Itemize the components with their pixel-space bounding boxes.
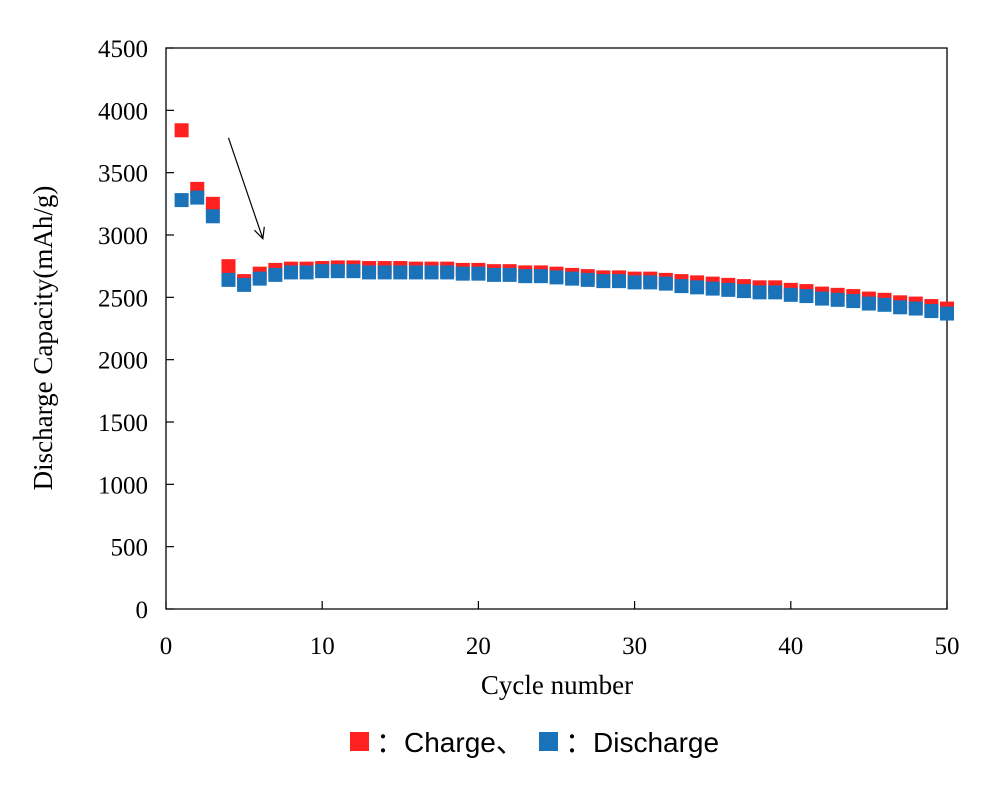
- discharge-point: [393, 265, 408, 280]
- discharge-point: [377, 265, 392, 280]
- plot-frame: [165, 47, 948, 610]
- discharge-point: [674, 279, 689, 294]
- annotation: [227, 137, 265, 241]
- x-axis-title: Cycle number: [481, 670, 633, 700]
- discharge-point: [299, 265, 314, 280]
- discharge-point: [424, 265, 439, 280]
- discharge-point: [252, 271, 267, 286]
- arrow-head: [253, 226, 265, 241]
- discharge-point: [174, 193, 189, 208]
- discharge-point: [877, 297, 892, 312]
- discharge-point: [502, 267, 517, 282]
- x-tick-label: 30: [622, 633, 647, 660]
- discharge-point: [611, 274, 626, 289]
- y-tick-label: 4000: [98, 98, 148, 125]
- discharge-point: [221, 272, 236, 287]
- legend-charge-swatch: [350, 732, 369, 751]
- discharge-point: [315, 264, 330, 279]
- y-tick-label: 3000: [98, 223, 148, 250]
- discharge-point: [690, 280, 705, 295]
- discharge-point: [627, 275, 642, 290]
- discharge-point: [565, 271, 580, 286]
- discharge-point: [752, 285, 767, 300]
- charge-point: [221, 259, 236, 274]
- discharge-point: [783, 287, 798, 302]
- legend-discharge-label: ：Discharge: [565, 727, 719, 758]
- x-tick-label: 0: [160, 633, 173, 660]
- y-tick-label: 2000: [98, 348, 148, 375]
- x-tick-label: 40: [778, 633, 803, 660]
- discharge-point: [330, 264, 345, 279]
- discharge-point: [237, 277, 252, 292]
- discharge-point: [721, 282, 736, 297]
- discharge-point: [799, 289, 814, 304]
- discharge-point: [658, 276, 673, 291]
- y-tick-label: 4500: [98, 36, 148, 63]
- charge-point: [174, 123, 189, 138]
- x-tick-label: 10: [310, 633, 335, 660]
- legend-charge-label: ：Charge、: [376, 727, 524, 758]
- discharge-point: [408, 265, 423, 280]
- y-tick-label: 3500: [98, 161, 148, 188]
- discharge-point: [861, 296, 876, 311]
- discharge-point: [268, 267, 283, 282]
- discharge-point: [362, 265, 377, 280]
- y-tick-label: 500: [111, 535, 149, 562]
- discharge-point: [205, 209, 220, 224]
- discharge-point: [815, 291, 830, 306]
- charge-point: [205, 196, 220, 211]
- discharge-point: [768, 285, 783, 300]
- discharge-point: [705, 281, 720, 296]
- x-axis: 0 10 20 30 40 50: [160, 601, 960, 660]
- discharge-point: [549, 270, 564, 285]
- discharge-point: [940, 306, 954, 321]
- y-axis: 0 500 1000 1500 2000 2500 3000 3500 4000 4500: [98, 36, 174, 624]
- discharge-point: [736, 284, 751, 299]
- discharge-point: [908, 301, 923, 316]
- discharge-point: [533, 269, 548, 284]
- discharge-point: [440, 265, 455, 280]
- x-tick-label: 50: [935, 633, 960, 660]
- discharge-point: [893, 300, 908, 315]
- discharge-point: [283, 265, 298, 280]
- discharge-point: [471, 266, 486, 281]
- arrow-shaft: [227, 137, 264, 239]
- y-tick-label: 1000: [98, 472, 148, 499]
- y-tick-label: 2500: [98, 285, 148, 312]
- discharge-point: [830, 292, 845, 307]
- discharge-point: [518, 269, 533, 284]
- y-axis-title: Discharge Capacity(mAh/g): [28, 186, 58, 491]
- discharge-point: [643, 275, 658, 290]
- discharge-point: [487, 267, 502, 282]
- discharge-point: [846, 294, 861, 309]
- charge-series: [174, 123, 954, 316]
- plot-area: 0 500 1000 1500 2000 2500 3000 3500 4000 4500 0 10…: [98, 36, 960, 660]
- discharge-point: [580, 272, 595, 287]
- x-tick-label: 20: [466, 633, 491, 660]
- legend-discharge-swatch: [539, 732, 558, 751]
- discharge-point: [924, 304, 939, 319]
- discharge-point: [455, 266, 470, 281]
- y-tick-label: 1500: [98, 410, 148, 437]
- legend: ：Charge、 ：Discharge: [350, 727, 719, 758]
- discharge-series: [174, 190, 954, 321]
- y-tick-label: 0: [136, 597, 149, 624]
- discharge-point: [346, 264, 361, 279]
- discharge-point: [190, 190, 205, 205]
- discharge-point: [596, 274, 611, 289]
